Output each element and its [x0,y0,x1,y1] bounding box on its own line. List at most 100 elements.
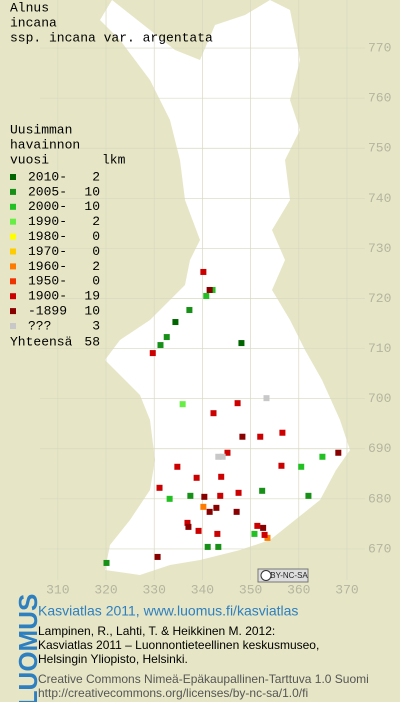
record-point [204,543,211,550]
legend-label: -1899 [28,304,67,319]
record-point [206,508,213,515]
y-tick-label: 720 [368,291,391,306]
record-point [213,504,220,511]
legend-title: havainnon [10,137,80,152]
record-point [200,503,207,510]
record-point [156,484,163,491]
legend-count: 2 [92,169,100,184]
record-point [210,410,217,417]
legend-count: 19 [84,289,100,304]
record-point [234,400,241,407]
y-tick-label: 690 [368,441,391,456]
legend-label: 2010- [28,169,67,184]
title-line: ssp. incana var. argentata [10,30,213,45]
license-line: http://creativecommons.org/licenses/by-n… [38,686,308,700]
y-tick-label: 680 [368,491,391,506]
record-point [157,342,164,349]
record-point [260,524,267,531]
legend-label: 1900- [28,289,67,304]
license-line: Creative Commons Nimeä-Epäkaupallinen-Ta… [38,672,369,686]
x-tick-label: 310 [46,582,69,597]
y-tick-label: 760 [368,91,391,106]
record-point [298,463,305,470]
record-point [195,527,202,534]
x-tick-label: 360 [287,582,310,597]
legend-label: 1960- [28,259,67,274]
record-point [278,462,285,469]
record-point [233,508,240,515]
finland-outline [100,0,350,575]
record-point [215,453,222,460]
record-point [201,493,208,500]
legend-swatch [10,218,16,225]
grid [40,0,365,580]
record-point [200,268,207,275]
legend-swatch [10,323,16,329]
legend-swatch [10,308,16,315]
record-point [263,395,270,402]
legend-label: 1980- [28,229,67,244]
record-point [154,553,161,560]
y-tick-label: 750 [368,141,391,156]
record-point [187,492,194,499]
legend-count: 0 [92,274,100,289]
x-tick-label: 320 [94,582,117,597]
x-tick-label: 370 [335,582,358,597]
license-badge: BY-NC-SA [257,568,309,583]
legend-swatch [10,293,16,300]
legend-count: 10 [84,184,100,199]
x-tick-label: 330 [143,582,166,597]
y-tick-label: 740 [368,191,391,206]
record-point [251,530,258,537]
record-point [238,340,245,347]
legend-count: 0 [92,229,100,244]
title-line: Alnus [10,0,49,15]
record-point [185,523,192,530]
record-point [279,429,286,436]
record-point [166,495,173,502]
record-point [259,487,266,494]
record-point [264,534,271,541]
record-point [254,522,261,529]
record-point [305,492,312,499]
legend-swatch [10,278,16,285]
record-point [203,292,210,299]
legend-swatch [10,248,16,255]
legend-count: 10 [84,199,100,214]
record-point [215,543,222,550]
legend-count-header: lkm [102,152,126,167]
legend-swatch [10,263,16,270]
legend-label: 2000- [28,199,67,214]
record-point [224,449,231,456]
record-point [239,433,246,440]
citation-line: Lampinen, R., Lahti, T. & Heikkinen M. 2… [38,624,275,638]
y-tick-label: 730 [368,241,391,256]
citation-line: Helsingin Yliopisto, Helsinki. [38,652,188,666]
legend-count: 0 [92,244,100,259]
record-point [335,449,342,456]
legend-label: 1970- [28,244,67,259]
record-point [186,307,193,314]
legend-title: vuosi [10,152,49,167]
legend-count: 10 [84,304,100,319]
title-line: incana [10,15,57,30]
citation-line: Kasviatlas 2011 – Luonnontieteellinen ke… [38,638,319,652]
legend-label: 1950- [28,274,67,289]
y-tick-label: 670 [368,541,391,556]
record-point [149,350,156,357]
record-point [103,559,110,566]
footer-heading: Kasviatlas 2011, www.luomus.fi/kasviatla… [38,603,298,619]
legend-swatch [10,233,16,240]
record-point [319,453,326,460]
record-point [235,489,242,496]
badge-text: BY-NC-SA [270,571,308,580]
y-tick-label: 770 [368,41,391,56]
legend-swatch [10,174,16,180]
x-tick-label: 340 [191,582,214,597]
record-point [257,433,264,440]
y-tick-label: 710 [368,341,391,356]
record-point [193,474,200,481]
legend-total: 58 [84,334,100,349]
